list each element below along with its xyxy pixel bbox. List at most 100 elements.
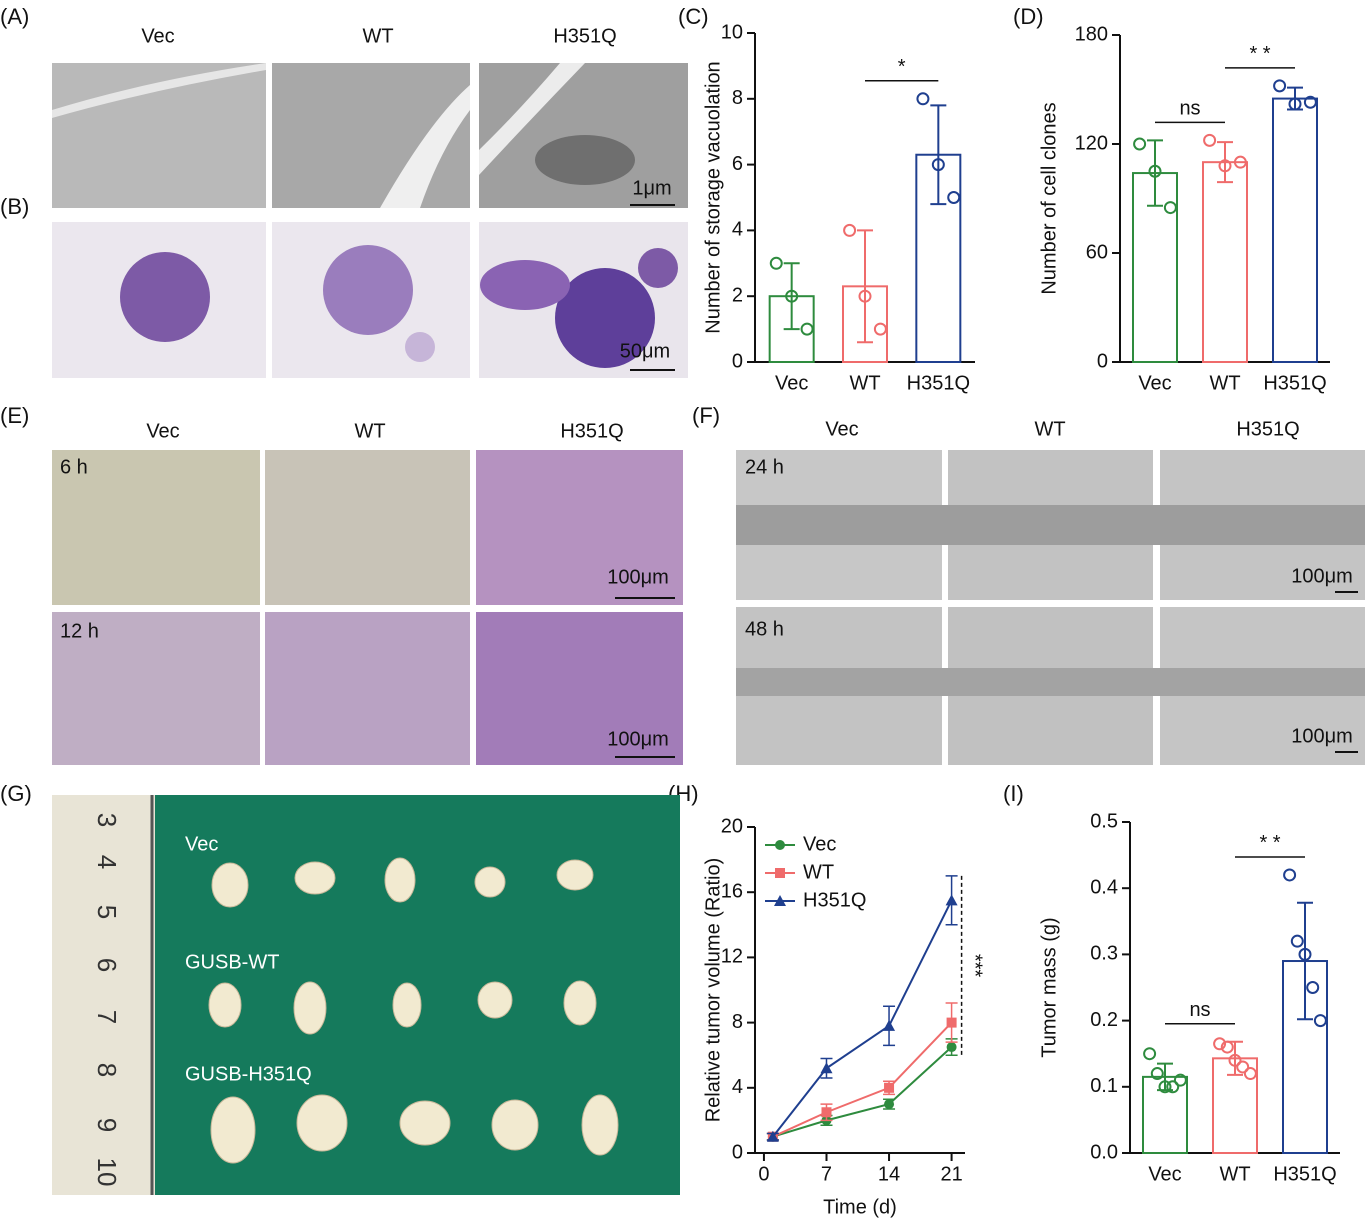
scale-bar-label: 100μm [1291,565,1353,587]
x-tick-label: Vec [775,372,808,394]
y-tick-label: 6 [732,153,743,175]
data-point [1273,79,1287,93]
data-point [1288,97,1302,111]
legend-marker [774,895,786,906]
x-tick-label: H351Q [1273,1163,1336,1185]
tumor [399,1100,451,1146]
panel-label: (G) [0,781,32,806]
tumor [293,981,327,1035]
data-point [947,191,961,204]
y-axis-label: Relative tumor volume (Ratio) [702,858,724,1123]
wound-gap [736,505,1365,545]
data-point [1228,1053,1242,1067]
column-label: Vec [146,420,179,442]
x-tick-label: WT [1219,1163,1250,1185]
tumor [208,982,242,1028]
x-tick-label: WT [1209,372,1240,394]
y-axis-label: Number of storage vacuolation [702,61,724,333]
row-label: 48 h [745,618,784,640]
data-point [1148,164,1162,178]
ruler-number: 3 [92,813,122,827]
data-point [769,256,783,270]
row-label: 24 h [745,456,784,478]
marker [945,894,958,906]
tumor [477,981,513,1019]
panel-label: (D) [1013,4,1044,29]
legend-marker [775,840,785,850]
tumor [556,859,594,891]
data-point [1203,133,1217,147]
data-point [800,322,814,336]
y-tick-label: 10 [721,21,743,43]
ruler-numbers: 3 4 5 6 7 8 9 10 [92,813,122,1187]
y-tick-label: 120 [1075,132,1108,154]
data-point [1313,1014,1327,1028]
legend-label: Vec [803,833,836,855]
tumor [474,866,506,898]
data-point [1236,1060,1250,1074]
marker [884,1082,895,1093]
bar [1272,97,1318,363]
tumor [210,1096,256,1164]
ruler-number: 6 [92,958,122,972]
ruler [52,795,155,1195]
data-point [1233,155,1247,169]
wound-images [736,450,1365,765]
data-point [785,289,799,303]
scale-bar-label: 100μm [1291,725,1353,747]
column-label: Vec [825,418,858,440]
image [476,612,683,765]
significance-label: ns [1189,999,1210,1021]
data-point [1243,1067,1257,1081]
column-label: H351Q [1236,418,1299,440]
y-tick-label: 60 [1086,241,1108,263]
data-point [1163,201,1177,215]
data-point [1290,934,1304,948]
series-line [772,1021,953,1138]
column-label: WT [362,25,393,47]
data-point [873,322,887,336]
ruler-number: 9 [92,1118,122,1132]
tumors [208,857,619,1164]
data-point [1303,95,1317,109]
error-bar [783,262,800,331]
data-point [1283,868,1297,882]
y-tick-label: 0.1 [1090,1075,1118,1097]
tumor [296,1094,348,1152]
colony [405,332,435,362]
data-point [916,92,930,106]
row-label: GUSB-WT [185,951,279,973]
image-detail [535,135,635,185]
em-images [52,63,688,208]
colony [555,268,655,368]
image [52,612,260,765]
column-label: WT [1034,418,1065,440]
tumor [581,1094,619,1156]
marker [883,1019,896,1031]
y-tick-label: 0 [732,1141,743,1163]
data-point [1298,947,1312,961]
panel-label: (C) [678,4,709,29]
significance-label: * * [1249,43,1270,65]
x-tick-label: Vec [1148,1163,1181,1185]
data-point [1143,1047,1157,1061]
marker [820,1062,833,1074]
x-tick-label: 21 [940,1163,962,1185]
data-point [1133,137,1147,151]
error-bar [1217,141,1233,184]
significance-label: * * [1259,832,1280,854]
data-point [1306,981,1320,994]
y-axis-label: Number of cell clones [1038,102,1060,294]
image [476,450,683,605]
series-line [772,1046,953,1138]
ruler-number: 4 [92,855,122,869]
image [265,612,470,765]
y-tick-label: 0 [732,350,743,372]
colony [120,252,210,342]
ruler-number: 10 [92,1158,122,1187]
colony-images [52,222,688,378]
tumor [211,862,249,908]
series-line [772,899,953,1138]
x-tick-label: 0 [758,1163,769,1185]
marker [946,1017,957,1028]
